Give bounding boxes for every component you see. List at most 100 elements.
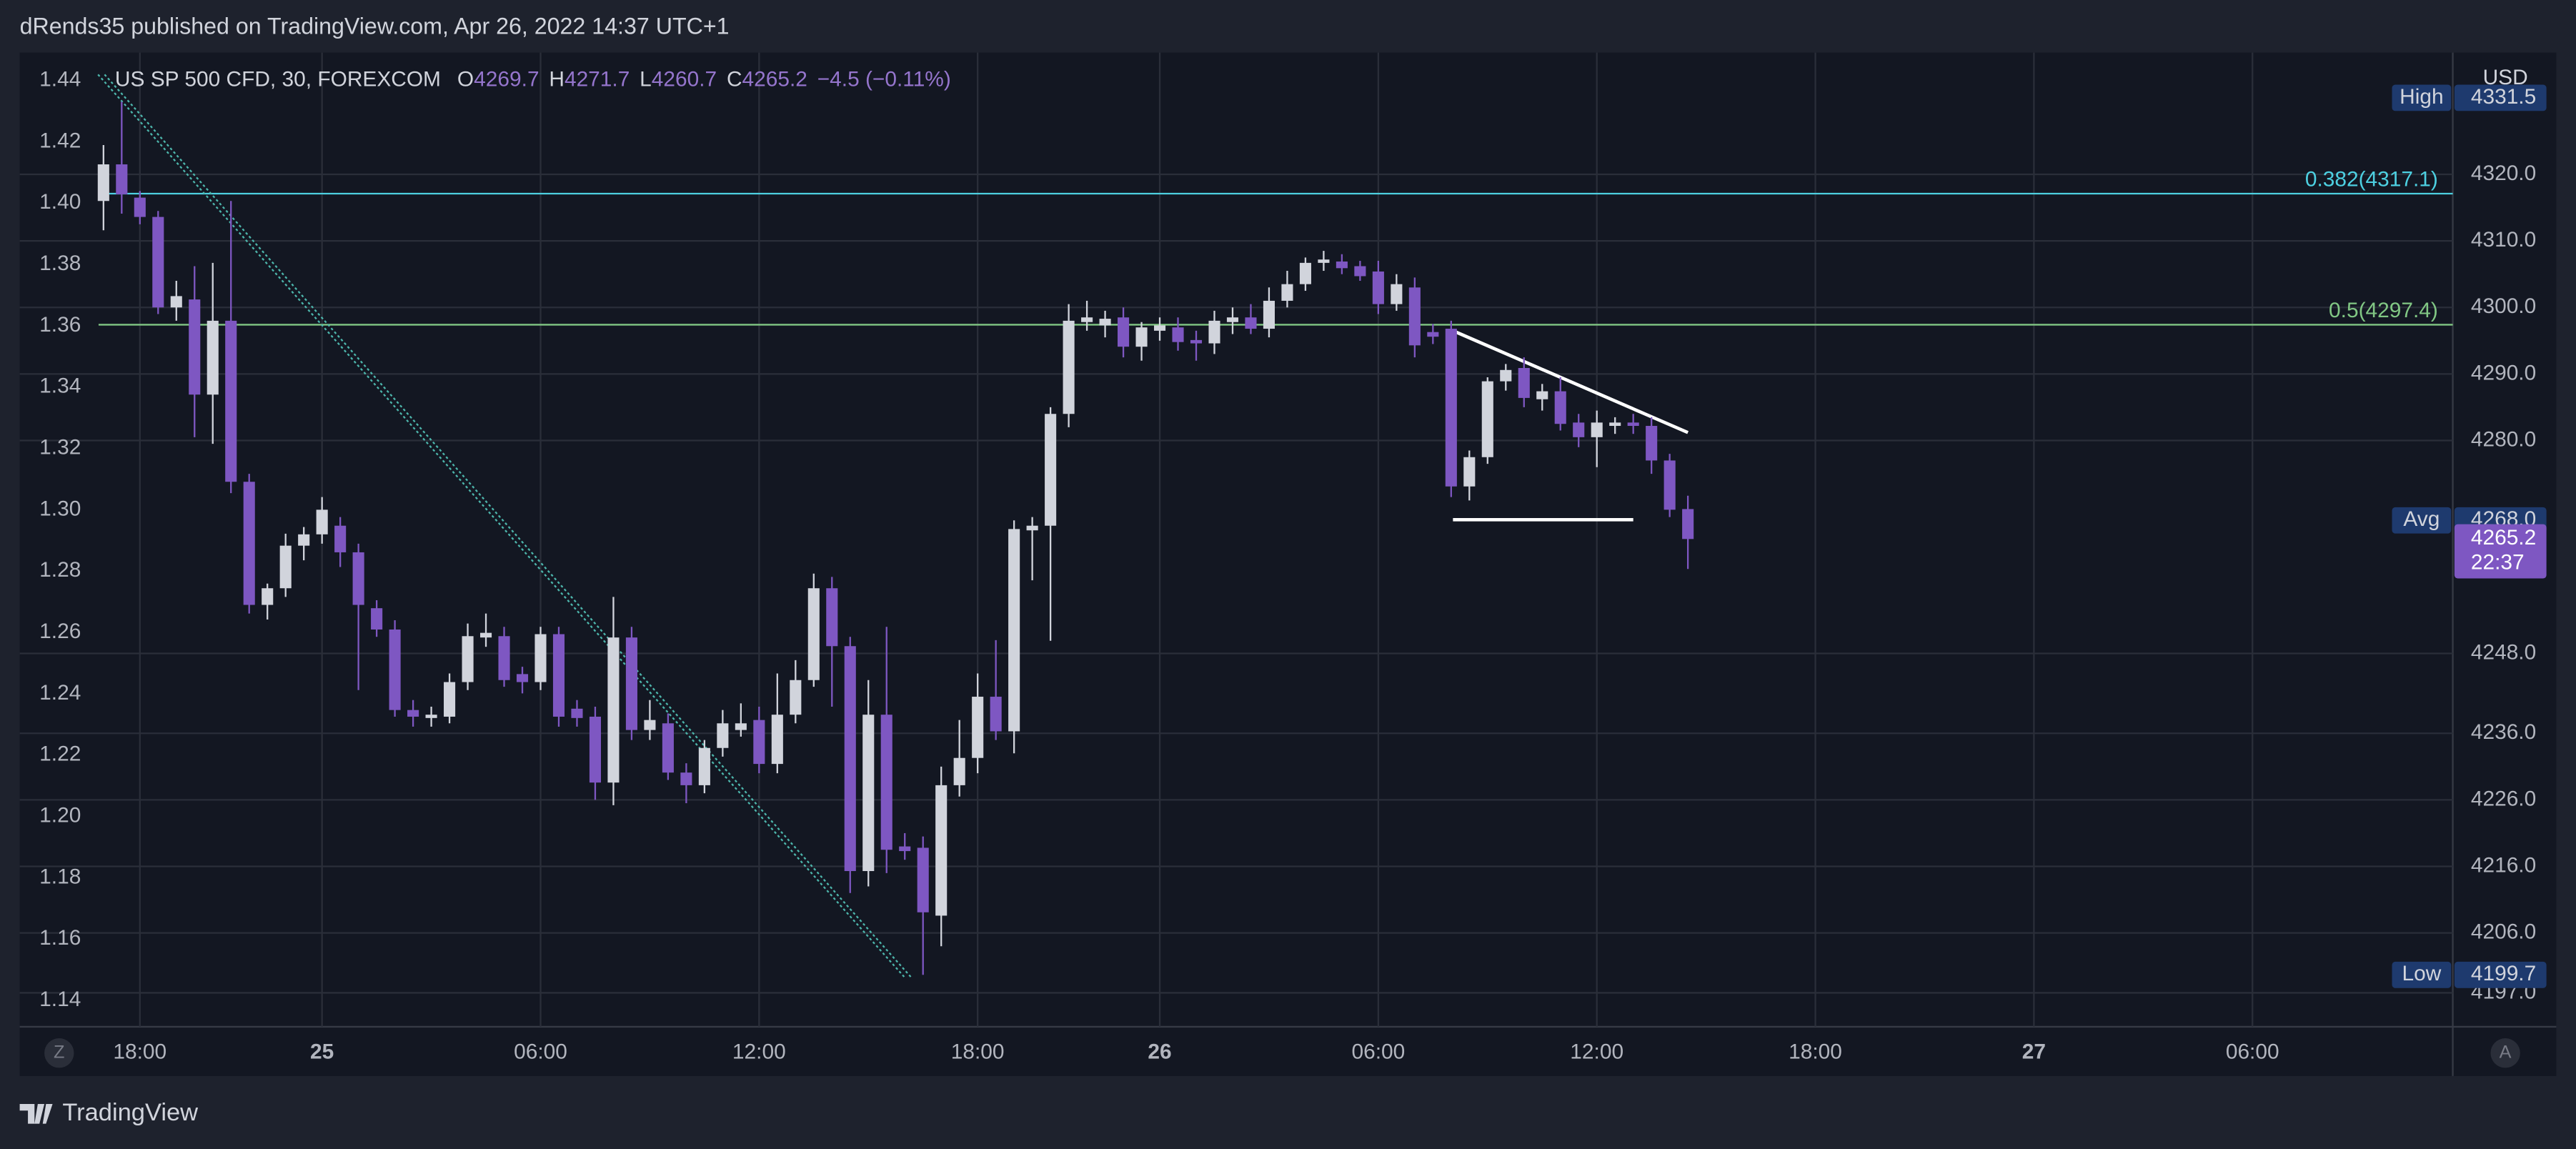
candle-body	[1081, 317, 1093, 322]
ohlc-label: L	[640, 68, 652, 91]
price-tag-name: Low	[2402, 962, 2441, 985]
ohlc-value: 4271.7	[565, 68, 630, 91]
candle-body	[753, 720, 765, 765]
candle-body	[1682, 509, 1694, 539]
candle-body	[1536, 391, 1548, 399]
chart-area	[19, 52, 2557, 1076]
candle-body	[807, 588, 820, 680]
candle-body	[1664, 460, 1676, 510]
candle-body	[516, 674, 529, 682]
candle-body	[680, 772, 692, 785]
candle-body	[1427, 332, 1439, 337]
candle-body	[1408, 287, 1421, 346]
symbol-legend: US SP 500 CFD, 30, FOREXCOM O4269.7 H4271.…	[115, 68, 951, 91]
candle-body	[1281, 284, 1293, 301]
auto-button[interactable]	[2490, 1038, 2520, 1068]
x-tick-label: 26	[1148, 1040, 1171, 1064]
candle-body	[152, 217, 164, 308]
candle-body	[462, 636, 474, 682]
candle-body	[1372, 271, 1384, 304]
y-tick-label: 4290.0	[2471, 361, 2536, 384]
candle-body	[1172, 327, 1184, 342]
published-line: dRends35 published on TradingView.com, A…	[20, 14, 730, 39]
y2-tick-label: 1.28	[39, 558, 81, 582]
candle-body	[479, 632, 492, 638]
countdown: 22:37	[2471, 551, 2525, 574]
candle-body	[1099, 319, 1111, 326]
y-tick-label: 4236.0	[2471, 720, 2536, 744]
candle-body	[352, 552, 364, 605]
candle-body	[607, 637, 620, 783]
candle-body	[1045, 414, 1057, 526]
y-tick-label: 4216.0	[2471, 853, 2536, 877]
candle-body	[389, 629, 401, 710]
candle-body	[1518, 367, 1530, 398]
candle-body	[243, 482, 255, 605]
candle-body	[662, 723, 674, 773]
scale-button[interactable]	[44, 1038, 74, 1068]
candle-body	[1573, 422, 1585, 437]
candle-body	[134, 197, 146, 217]
price-tag-value: 4331.5	[2471, 85, 2536, 109]
y2-tick-label: 1.30	[39, 497, 81, 520]
current-price: 4265.2	[2471, 526, 2536, 549]
price-tag-box	[2454, 961, 2547, 988]
ohlc-label: C	[727, 68, 742, 91]
x-tick-label: 18:00	[1789, 1040, 1842, 1064]
candle-body	[1026, 525, 1038, 531]
auto-button-label[interactable]: A	[2500, 1042, 2512, 1062]
candle-body	[1627, 422, 1639, 427]
x-tick-label: 18:00	[113, 1040, 166, 1064]
y2-tick-label: 1.36	[39, 313, 81, 337]
candle-body	[116, 164, 128, 194]
candle-body	[1646, 426, 1658, 461]
logo	[19, 1104, 53, 1124]
change: −4.5 (−0.11%)	[817, 68, 951, 91]
candle-body	[917, 847, 929, 912]
candle-body	[826, 588, 838, 647]
candle-body	[844, 646, 856, 872]
candle-body	[170, 296, 182, 308]
candle-body	[1463, 457, 1476, 487]
y2-tick-label: 1.22	[39, 742, 81, 766]
y2-tick-label: 1.18	[39, 865, 81, 888]
x-tick-label: 06:00	[2226, 1040, 2279, 1064]
y-tick-label: 4206.0	[2471, 920, 2536, 944]
y2-tick-label: 1.34	[39, 374, 81, 398]
candle-body	[1591, 422, 1603, 437]
candle-body	[97, 164, 109, 202]
price-tag-box	[2454, 84, 2547, 111]
ohlc-value: 4265.2	[742, 68, 807, 91]
candle-body	[790, 680, 802, 715]
candle-body	[1609, 422, 1621, 427]
candle-body	[1153, 325, 1166, 331]
y2-tick-label: 1.38	[39, 252, 81, 275]
trend-line	[1452, 329, 1689, 434]
x-tick-label: 12:00	[732, 1040, 786, 1064]
x-tick-label: 06:00	[1351, 1040, 1405, 1064]
candle-body	[316, 509, 328, 534]
x-tick-label: 18:00	[951, 1040, 1005, 1064]
y-tick-label: 4320.0	[2471, 161, 2536, 185]
fib-label: 0.382(4317.1)	[2305, 167, 2438, 191]
candle-body	[735, 723, 747, 730]
scale-button-label[interactable]: Z	[54, 1042, 64, 1062]
candle-body	[444, 682, 456, 717]
y-tick-label: 4300.0	[2471, 294, 2536, 318]
x-tick-label: 27	[2022, 1040, 2046, 1064]
candle-body	[1554, 391, 1566, 424]
candle-body	[880, 715, 892, 850]
candle-body	[1008, 529, 1020, 732]
candle-body	[990, 697, 1002, 732]
candle-body	[225, 320, 237, 482]
candle-body	[644, 720, 656, 730]
candle-body	[407, 710, 419, 717]
y2-tick-label: 1.26	[39, 620, 81, 643]
y-tick-label: 4226.0	[2471, 787, 2536, 810]
candle-body	[552, 634, 565, 717]
y2-tick-label: 1.16	[39, 926, 81, 950]
y2-tick-label: 1.32	[39, 435, 81, 459]
candle-body	[1500, 369, 1512, 382]
candle-body	[279, 545, 292, 589]
